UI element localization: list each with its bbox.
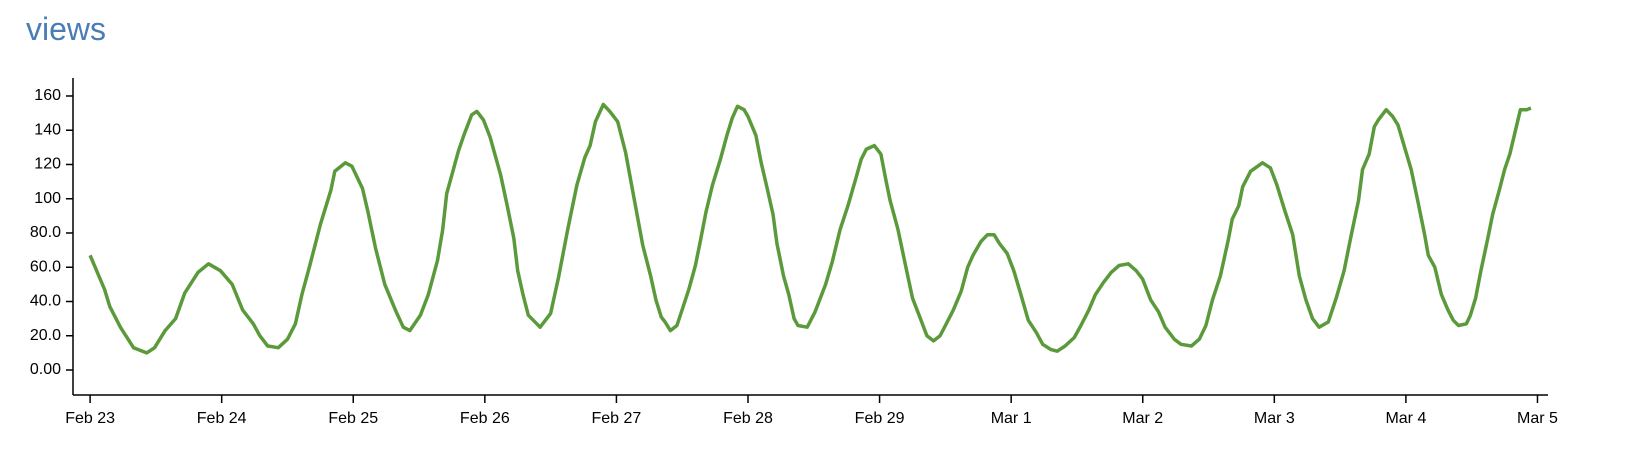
y-tick-label: 60.0 [30,258,61,275]
chart-title: views [26,11,106,47]
x-tick-label: Mar 3 [1254,410,1295,427]
y-tick-label: 120 [34,156,61,173]
y-tick-label: 140 [34,121,61,138]
x-tick-label: Mar 4 [1385,410,1426,427]
x-tick-label: Mar 2 [1122,410,1163,427]
x-tick-label: Feb 24 [197,410,247,427]
x-tick-label: Feb 28 [723,410,773,427]
x-tick-label: Mar 5 [1517,410,1558,427]
y-tick-label: 80.0 [30,224,61,241]
x-tick-label: Feb 27 [592,410,642,427]
y-tick-label: 20.0 [30,327,61,344]
x-tick-label: Feb 26 [460,410,510,427]
x-tick-label: Feb 23 [65,410,115,427]
data-line [88,102,1532,355]
x-tick-label: Feb 29 [855,410,905,427]
y-tick-label: 0.00 [30,361,61,378]
y-tick-label: 160 [34,87,61,104]
x-tick-label: Feb 25 [328,410,378,427]
y-tick-label: 40.0 [30,293,61,310]
y-tick-label: 100 [34,190,61,207]
x-tick-label: Mar 1 [991,410,1032,427]
